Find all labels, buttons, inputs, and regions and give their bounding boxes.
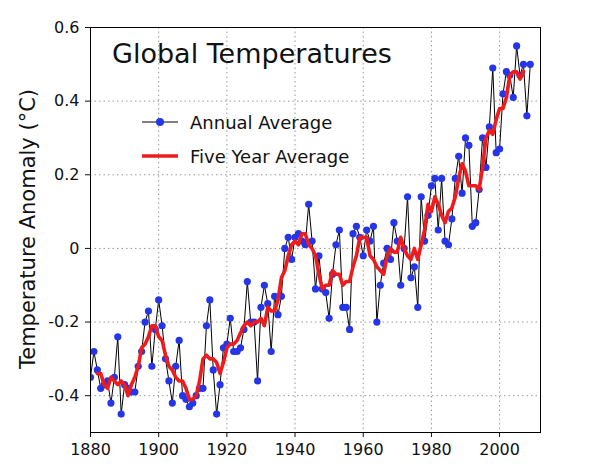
svg-text:-0.2: -0.2 (48, 312, 79, 331)
svg-text:1920: 1920 (207, 440, 248, 459)
svg-text:-0.4: -0.4 (48, 386, 79, 405)
svg-text:0.4: 0.4 (54, 91, 79, 110)
svg-text:0.2: 0.2 (54, 165, 79, 184)
html-text:Global Temperatures: Global Temperatures (112, 38, 392, 69)
html-text:Temperature Anomaly (°C): Temperature Anomaly (°C) (16, 89, 40, 369)
html-text:Annual Average: Annual Average (190, 111, 333, 133)
svg-text:1980: 1980 (411, 440, 452, 459)
html-text:Five Year Average: Five Year Average (190, 145, 350, 167)
svg-text:1880: 1880 (70, 440, 111, 459)
svg-text:1960: 1960 (343, 440, 384, 459)
svg-text:0: 0 (69, 239, 79, 258)
svg-text:0.6: 0.6 (54, 18, 79, 37)
svg-text:2000: 2000 (479, 440, 520, 459)
svg-text:1940: 1940 (275, 440, 316, 459)
svg-text:1900: 1900 (138, 440, 179, 459)
